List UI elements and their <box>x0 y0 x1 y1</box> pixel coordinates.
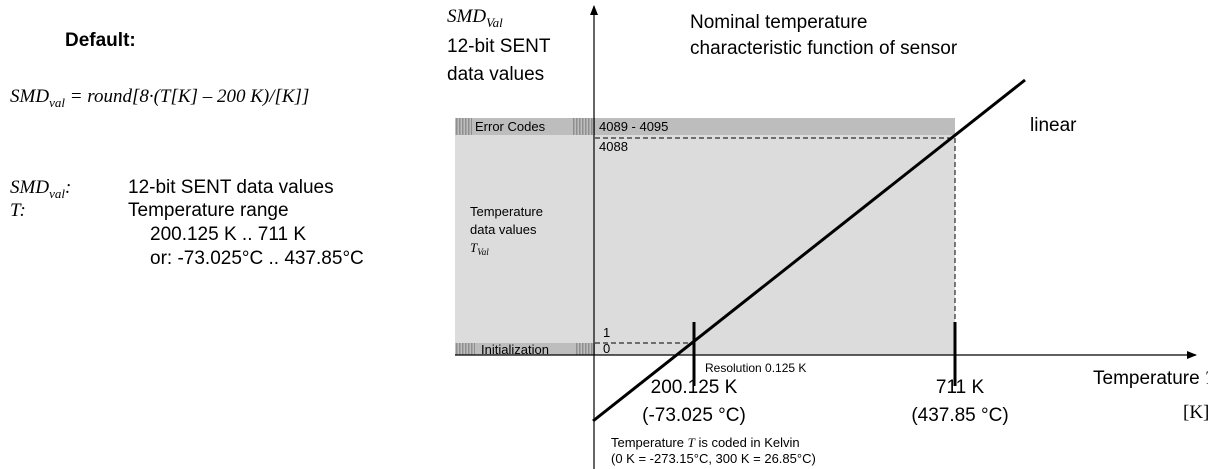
subscript: val <box>49 186 65 201</box>
x-tick-label: (437.85 °C) <box>911 405 1008 426</box>
value-area <box>455 118 955 355</box>
note: (0 K = -273.15°C, 300 K = 26.85°C) <box>611 451 816 466</box>
symbol: SMD <box>10 177 49 198</box>
x-axis-unit: [K] <box>1183 402 1208 423</box>
definition-text: 12-bit SENT data values <box>128 177 334 198</box>
curve-label: linear <box>1030 115 1077 136</box>
label-bg <box>475 343 575 355</box>
x-tick-label: (-73.025 °C) <box>642 405 746 426</box>
default-label: Default: <box>65 30 136 51</box>
definition-text: 200.125 K .. 711 K <box>150 224 306 245</box>
text: is coded in Kelvin <box>695 435 800 450</box>
note: Temperature T is coded in Kelvin <box>611 435 800 450</box>
x-tick-label: 711 K <box>936 377 985 398</box>
band-symbol: TVal <box>470 240 489 257</box>
y-axis-title: 12-bit SENT <box>447 36 551 57</box>
text: Temperature <box>1093 368 1205 389</box>
subscript: Val <box>486 15 503 30</box>
symbol: T <box>1205 368 1208 389</box>
band-label: Initialization <box>481 342 549 357</box>
label-bg <box>472 118 572 135</box>
band-value: 4088 <box>599 139 628 154</box>
subscript: Val <box>477 247 489 257</box>
error-band-inner <box>595 118 955 135</box>
x-axis-title: Temperature T <box>1093 368 1208 389</box>
definition-text: Temperature range <box>128 200 289 221</box>
y-axis-title: data values <box>447 64 544 85</box>
band-label: Temperature <box>470 204 543 219</box>
colon: : <box>65 177 71 198</box>
band-value: 0 <box>603 341 610 356</box>
resolution: Resolution 0.125 K <box>705 361 806 375</box>
band-range: 4089 - 4095 <box>599 119 668 134</box>
symbol: SMD <box>10 86 49 107</box>
band-label: data values <box>470 222 537 237</box>
characteristic-line <box>592 78 1026 423</box>
definition-symbol: SMDval: <box>10 177 71 201</box>
text: Temperature <box>611 435 688 450</box>
subscript: val <box>49 95 65 110</box>
init-band-inner <box>595 343 955 355</box>
curve-title: Nominal temperature <box>690 12 867 33</box>
symbol: SMD <box>447 6 486 27</box>
band-label: Error Codes <box>475 119 546 134</box>
symbol: T <box>688 435 696 450</box>
y-axis-symbol: SMDVal <box>447 6 503 30</box>
formula: SMDval = round[8·(T[K] – 200 K)/[K]] <box>10 86 309 110</box>
expression: = round[8·(T[K] – 200 K)/[K]] <box>65 86 309 107</box>
curve-title: characteristic function of sensor <box>690 38 958 59</box>
definition-symbol: T: <box>10 200 26 221</box>
definition-text: or: -73.025°C .. 437.85°C <box>150 248 364 269</box>
band-value: 1 <box>603 325 610 340</box>
x-tick-label: 200.125 K <box>651 377 738 398</box>
symbol: T <box>470 240 478 255</box>
